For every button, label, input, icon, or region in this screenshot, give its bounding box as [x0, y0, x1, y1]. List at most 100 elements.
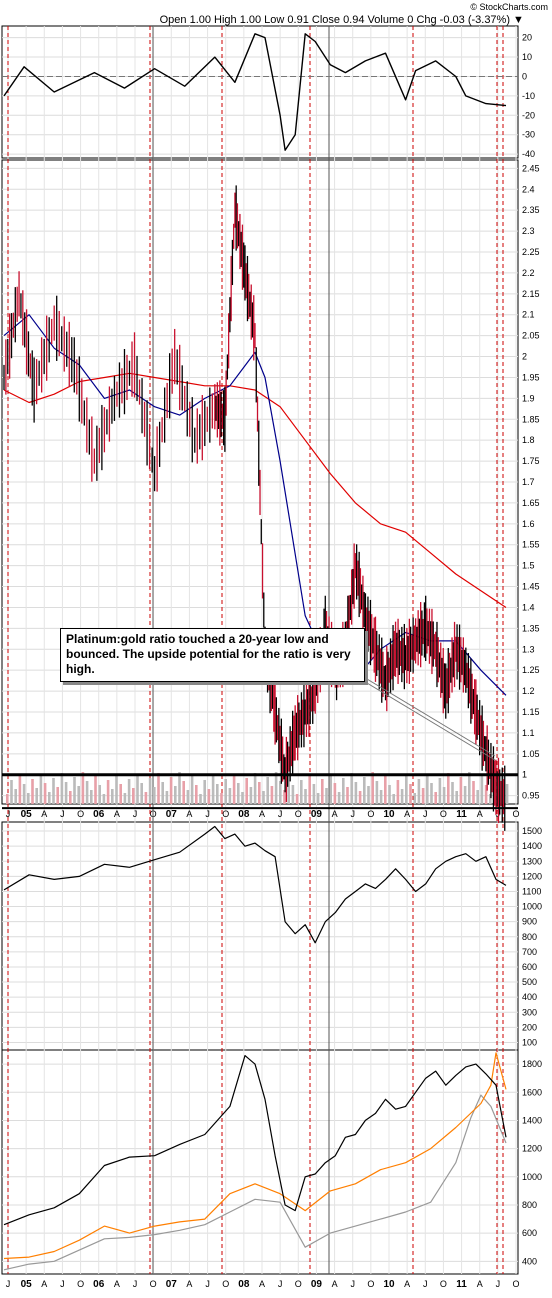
volume-bar — [270, 786, 274, 804]
volume-bar — [207, 789, 211, 804]
volume-bar — [27, 793, 30, 804]
volume-bar — [426, 774, 429, 804]
y-tick-label: 0 — [522, 71, 527, 81]
volume-bar — [371, 772, 374, 804]
x-tick-label: J — [133, 1279, 138, 1289]
volume-bar — [253, 773, 257, 804]
y-tick-label: 1200 — [522, 1144, 542, 1154]
volume-bar — [52, 778, 55, 804]
volume-bar — [283, 790, 286, 804]
y-tick-label: 600 — [522, 962, 537, 972]
y-tick-label: 1 — [522, 770, 527, 780]
x-tick-label: A — [114, 809, 120, 819]
volume-bar — [98, 785, 101, 804]
x-tick-label: 06 — [93, 1279, 105, 1290]
volume-bar — [375, 781, 379, 804]
y-tick-label: 1.45 — [522, 582, 540, 592]
volume-bar — [18, 775, 22, 804]
volume-bar — [396, 780, 400, 804]
platinum-line — [3, 1054, 507, 1226]
volume-bar — [484, 785, 488, 804]
volume-bar — [56, 787, 59, 804]
y-tick-label: 1000 — [522, 1172, 542, 1182]
y-tick-label: 1.7 — [522, 477, 535, 487]
y-tick-label: 2.35 — [522, 205, 540, 215]
volume-bar — [195, 785, 198, 804]
volume-bar — [459, 777, 463, 804]
x-tick-label: A — [41, 1279, 47, 1289]
x-tick-label: O — [222, 809, 229, 819]
x-tick-label: 07 — [166, 809, 178, 820]
volume-bar — [321, 779, 324, 804]
volume-bar — [442, 787, 446, 804]
x-tick-label: J — [423, 1279, 428, 1289]
volume-bar — [249, 787, 253, 804]
y-tick-label: 400 — [522, 1256, 537, 1266]
y-tick-label: 1.85 — [522, 414, 540, 424]
volume-bar — [60, 773, 64, 804]
volume-bar — [85, 781, 89, 804]
volume-bar — [430, 783, 433, 804]
volume-bar — [178, 772, 181, 804]
volume-bar — [476, 790, 479, 804]
y-tick-label: 1800 — [522, 1059, 542, 1069]
volume-bar — [153, 787, 156, 804]
y-tick-label: 1300 — [522, 856, 542, 866]
volume-bar — [325, 788, 328, 804]
volume-bar — [123, 793, 127, 804]
y-tick-label: 1000 — [522, 902, 542, 912]
x-tick-label: A — [332, 809, 338, 819]
x-tick-label: O — [367, 1279, 374, 1289]
volume-bar — [354, 782, 358, 804]
volume-bar — [102, 794, 106, 804]
volume-bar — [90, 790, 93, 804]
y-tick-label: 1200 — [522, 871, 542, 881]
volume-bar — [337, 792, 341, 804]
volume-bar — [262, 791, 265, 804]
x-tick-label: J — [60, 1279, 65, 1289]
y-tick-label: 300 — [522, 1007, 537, 1017]
y-tick-label: 2.3 — [522, 226, 535, 236]
y-tick-label: -30 — [522, 130, 535, 140]
x-tick-label: J — [205, 809, 210, 819]
volume-bar — [148, 778, 152, 804]
panel-frame — [1, 25, 519, 159]
volume-bar — [224, 779, 227, 804]
y-tick-label: 1.8 — [522, 435, 535, 445]
volume-bar — [312, 784, 316, 804]
y-tick-label: 1.6 — [522, 519, 535, 529]
x-tick-label: A — [41, 809, 47, 819]
x-tick-label: O — [512, 809, 519, 819]
y-tick-label: 1.65 — [522, 498, 540, 508]
y-tick-label: 1400 — [522, 841, 542, 851]
volume-bar — [342, 778, 345, 804]
x-tick-label: 08 — [238, 809, 250, 820]
x-tick-label: J — [350, 1279, 355, 1289]
y-tick-label: 1400 — [522, 1115, 542, 1125]
y-tick-label: 700 — [522, 947, 537, 957]
y-tick-label: 1.05 — [522, 749, 540, 759]
y-tick-label: 10 — [522, 52, 532, 62]
watermark: © StockCharts.com — [470, 2, 548, 12]
volume-bar — [447, 773, 450, 804]
y-tick-label: 2 — [522, 352, 527, 362]
volume-bar — [43, 783, 47, 804]
volume-bar — [228, 788, 232, 804]
volume-bar — [489, 794, 492, 804]
volume-bar — [190, 776, 194, 804]
volume-bar — [182, 781, 185, 804]
volume-bar — [115, 775, 118, 804]
y-tick-label: -20 — [522, 110, 535, 120]
x-tick-label: O — [295, 1279, 302, 1289]
x-tick-label: A — [477, 1279, 483, 1289]
x-tick-label: J — [133, 809, 138, 819]
x-tick-label: 05 — [21, 1279, 33, 1290]
volume-bar — [266, 777, 269, 804]
volume-bar — [295, 794, 299, 804]
y-tick-label: 1.2 — [522, 686, 535, 696]
x-tick-label: J — [278, 809, 283, 819]
y-tick-label: 200 — [522, 1022, 537, 1032]
y-tick-label: 400 — [522, 992, 537, 1002]
annotation-box: Platinum:gold ratio touched a 20-year lo… — [60, 628, 365, 682]
volume-bar — [438, 778, 442, 804]
